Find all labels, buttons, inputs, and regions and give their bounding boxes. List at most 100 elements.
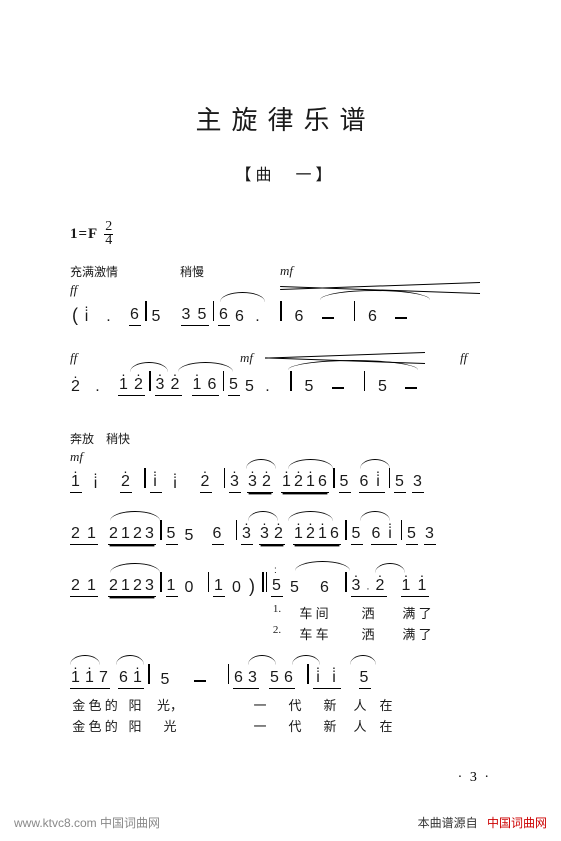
dynamic-ff: ff	[460, 350, 467, 366]
barline	[354, 301, 356, 321]
note: 1	[213, 577, 225, 597]
staff-line-5: 21 2123 1 0 1 0 ) : 5 5 6 3·2 11	[70, 567, 501, 597]
note: 5	[160, 671, 172, 689]
dynamics-row-3: mf	[70, 449, 501, 463]
barline	[307, 664, 309, 684]
expr-text: 稍慢	[180, 263, 220, 280]
note-dot: .	[262, 378, 274, 396]
beam-group: 63	[233, 669, 259, 689]
note: 5	[394, 473, 406, 493]
expr-text: 奔放	[70, 430, 106, 447]
beam-group: 2123	[108, 577, 156, 597]
score-subtitle: 【曲 一】	[70, 161, 501, 185]
staff-line-3: 1 i 2 i i 2 3 32 1216 5 6i 5 3	[70, 463, 501, 493]
note: i	[90, 475, 102, 493]
note: i	[170, 475, 182, 493]
paren-close: )	[249, 576, 256, 597]
note: 5	[228, 376, 240, 396]
expression-row-1: 充满激情 稍慢 mf	[70, 263, 501, 280]
time-signature: 2 4	[104, 221, 113, 247]
beam-group: 56	[269, 669, 295, 689]
note-dash	[194, 680, 206, 682]
note: 5	[184, 527, 196, 545]
dynamic-mf: mf	[280, 263, 293, 280]
barline	[224, 468, 226, 488]
barline	[280, 301, 282, 321]
staff-line-4: 21 2123 5 5 6 3 32 1216 5 6i 5 3	[70, 515, 501, 545]
beam-group: 3·2	[351, 577, 387, 597]
barline	[144, 468, 146, 488]
beam-group: 21	[70, 525, 98, 545]
note: 5	[406, 525, 418, 545]
footer-right: 本曲谱源自 中国词曲网	[418, 814, 547, 831]
lyrics-line-6b: 金 色 的 阳 光 一 代 新 人 在	[70, 716, 501, 735]
dynamic-ff: ff	[70, 350, 77, 366]
beam-group: 32	[247, 473, 273, 493]
beam-group: 32	[155, 376, 182, 396]
footer-left: www.ktvc8.com 中国词曲网	[14, 814, 160, 831]
barline	[364, 371, 366, 391]
beam-group: 16	[192, 376, 219, 396]
page-number: · 3 ·	[458, 770, 491, 786]
note-dot: .	[252, 308, 264, 326]
note-dash	[332, 387, 344, 389]
key-signature: 1=F 2 4	[70, 221, 501, 253]
note: 5	[271, 577, 283, 597]
note-dot: .	[103, 308, 115, 326]
beam-group: 1216	[293, 525, 341, 545]
lyrics-line-5a: 1. 车 间 洒 满 了	[70, 603, 501, 622]
note: 6	[129, 306, 141, 326]
note: 5	[304, 378, 316, 396]
score-page: 主旋律乐谱 【曲 一】 1=F 2 4 充满激情 稍慢 mf ff ( i . …	[0, 0, 561, 757]
note: 2	[70, 378, 82, 396]
barline	[223, 371, 225, 391]
note: 5	[377, 378, 389, 396]
note: 5	[244, 378, 256, 396]
note: i	[150, 473, 162, 493]
barline	[228, 664, 230, 684]
note: 5	[339, 473, 351, 493]
double-barline	[262, 572, 267, 592]
note: 6	[367, 308, 379, 326]
note: 6	[218, 306, 230, 326]
repeat-dots: :	[274, 565, 278, 576]
barline	[160, 520, 162, 540]
barline	[145, 301, 147, 321]
barline	[149, 371, 151, 391]
note: 0	[231, 579, 243, 597]
staff-line-2: 2 . 12 32 16 5 5 . 5 5	[70, 366, 501, 396]
tonic: 1=F	[70, 226, 98, 243]
note: 5	[351, 525, 363, 545]
barline	[290, 371, 292, 391]
beam-group: 12	[118, 376, 145, 396]
note-dash	[322, 317, 334, 319]
beam-group: 11	[401, 577, 429, 597]
barline	[148, 664, 150, 684]
dynamics-row-2: ff mf ff	[70, 350, 501, 366]
barline	[333, 468, 335, 488]
lyrics-line-5b: 2. 车 车 洒 满 了	[70, 624, 501, 643]
beam-group: 32	[259, 525, 285, 545]
note: 6	[294, 308, 306, 326]
barline	[160, 572, 162, 592]
note-dot: .	[92, 378, 104, 396]
expr-text: 充满激情	[70, 263, 130, 280]
note: 2	[120, 473, 132, 493]
dynamics-row-1: ff	[70, 282, 501, 296]
beam-group: 2123	[108, 525, 156, 545]
beam-group: ii	[313, 669, 341, 689]
barline	[345, 520, 347, 540]
note: 6	[234, 308, 246, 326]
page-footer: www.ktvc8.com 中国词曲网 本曲谱源自 中国词曲网	[0, 814, 561, 831]
barline	[345, 572, 347, 592]
note-dash	[405, 387, 417, 389]
note: i	[81, 308, 93, 326]
note: 1	[166, 577, 178, 597]
note: 3	[412, 473, 424, 493]
barline	[213, 301, 215, 321]
beam-group: 117	[70, 669, 110, 689]
beam-group: 61	[118, 669, 144, 689]
expression-row-3: 奔放 稍快	[70, 430, 501, 447]
note: 3	[229, 473, 241, 493]
score-title: 主旋律乐谱	[70, 100, 501, 137]
